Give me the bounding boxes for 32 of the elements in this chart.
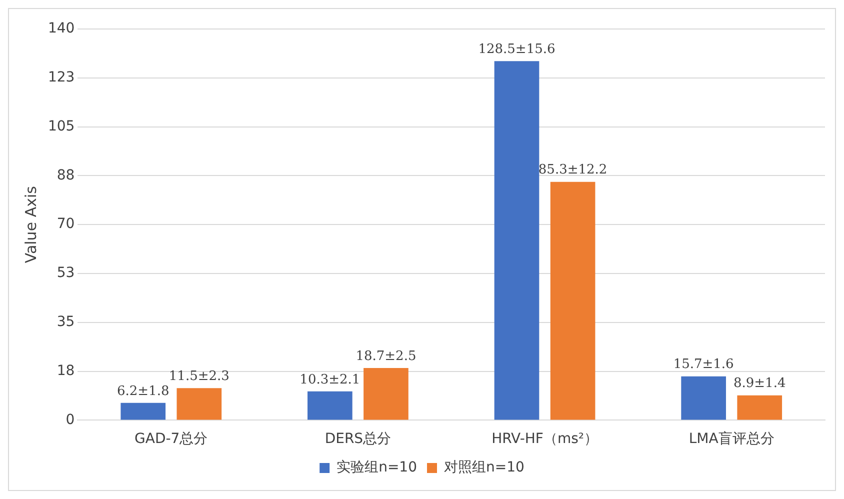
- y-tick-label: 35: [56, 314, 75, 330]
- y-tick-label: 140: [48, 20, 75, 37]
- bar: [120, 402, 166, 420]
- y-tick-label: 88: [56, 167, 75, 184]
- x-tick-label: LMA盲评总分: [688, 430, 774, 448]
- y-tick-label: 105: [48, 118, 75, 134]
- y-tick-label: 123: [48, 70, 75, 86]
- bar: [550, 182, 596, 420]
- data-label: 11.5±2.3: [168, 368, 230, 384]
- x-tick-label: GAD-7总分: [134, 431, 208, 448]
- legend-label: 对照组n=10: [444, 460, 524, 476]
- y-tick-label: 70: [56, 216, 75, 232]
- data-label: 85.3±12.2: [538, 162, 608, 178]
- bar: [176, 388, 222, 420]
- bar: [681, 376, 726, 420]
- x-tick-label: HRV-HF（ms²）: [492, 431, 598, 448]
- data-label: 15.7±1.6: [673, 357, 734, 372]
- y-tick-label: 53: [56, 265, 75, 282]
- data-label: 8.9±1.4: [733, 376, 786, 392]
- bar: [737, 395, 782, 420]
- y-tick-label: 18: [56, 362, 75, 379]
- x-tick-label: DERS总分: [324, 431, 392, 448]
- data-label: 128.5±15.6: [478, 42, 556, 58]
- bar: [364, 368, 408, 420]
- y-tick-label: 0: [66, 412, 75, 428]
- bar: [494, 61, 540, 420]
- data-label: 6.2±1.8: [116, 384, 170, 399]
- legend-label: 实验组n=10: [336, 460, 418, 476]
- bar: [308, 391, 352, 420]
- data-label: 18.7±2.5: [356, 348, 416, 364]
- data-label: 10.3±2.1: [300, 372, 360, 388]
- y-axis-title: Value Axis: [22, 186, 40, 264]
